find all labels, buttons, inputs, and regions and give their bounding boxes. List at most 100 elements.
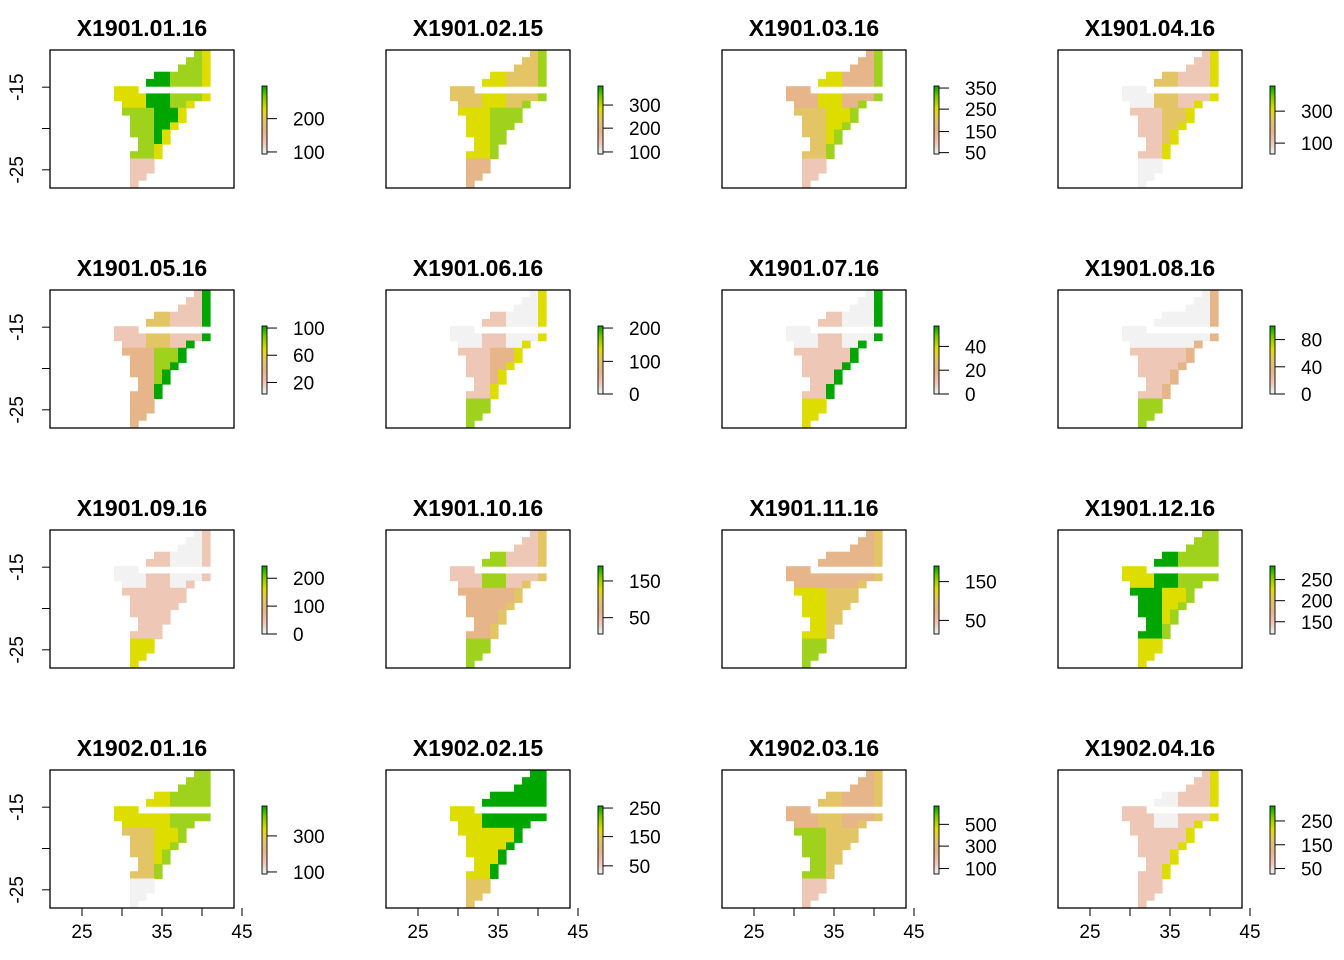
raster-cell [506, 362, 515, 371]
raster-cell [786, 806, 795, 814]
raster-cell [474, 398, 483, 407]
raster-cell [802, 347, 811, 356]
raster-cell [514, 64, 523, 73]
raster-cell [802, 405, 811, 414]
raster-cell [866, 558, 875, 567]
raster-cell [1202, 791, 1211, 800]
raster-cell [178, 558, 187, 567]
raster-cell [866, 93, 875, 102]
raster-cell [1146, 864, 1155, 872]
raster-cell [202, 64, 211, 73]
panel-title: X1902.04.16 [1085, 735, 1215, 761]
raster-cell [466, 566, 475, 574]
raster-cell [858, 813, 867, 822]
raster-cell [1146, 165, 1155, 174]
raster-cell [858, 297, 867, 305]
raster-cell [1170, 311, 1179, 320]
raster-cell [826, 813, 835, 822]
raster-cell [850, 580, 859, 589]
raster-cell [186, 57, 195, 65]
raster-cell [506, 827, 515, 836]
raster-cell [154, 384, 163, 392]
raster-cell [482, 355, 491, 363]
raster-cell [194, 71, 203, 80]
raster-cell [122, 100, 131, 109]
raster-cell [1162, 616, 1171, 625]
raster-cell [834, 587, 843, 596]
raster-cell [802, 326, 811, 334]
raster-cell [194, 290, 203, 298]
raster-cell [130, 580, 139, 589]
raster-cell [1162, 609, 1171, 618]
raster-cell [1138, 122, 1147, 131]
raster-cell [458, 566, 467, 574]
raster-cell [1186, 573, 1195, 582]
raster-cell [850, 813, 859, 822]
raster-cell [1162, 558, 1171, 567]
raster-cell [1130, 93, 1139, 102]
raster-cell [802, 849, 811, 858]
raster-cell [874, 57, 883, 65]
raster-cell [178, 827, 187, 836]
raster-cell [538, 530, 547, 538]
raster-cell [850, 115, 859, 123]
raster-cell [1146, 362, 1155, 371]
raster-cell [178, 835, 187, 843]
raster-cell [490, 333, 499, 342]
raster-cell [202, 530, 211, 538]
raster-cell [114, 813, 123, 822]
raster-cell [1154, 384, 1163, 392]
raster-cell [1146, 602, 1155, 611]
raster-cell [786, 86, 795, 94]
raster-cell [482, 835, 491, 843]
raster-cell [194, 93, 203, 102]
raster-cell [850, 107, 859, 116]
raster-cell [1162, 864, 1171, 872]
raster-cell [178, 355, 187, 363]
panel-frame [49, 289, 235, 429]
raster-cell [1162, 355, 1171, 363]
raster-cell [482, 376, 491, 385]
raster-cell [498, 122, 507, 131]
raster-cell [818, 558, 827, 567]
raster-cell [146, 609, 155, 618]
raster-cell [178, 100, 187, 109]
raster-cell [162, 93, 171, 102]
raster-cell [514, 551, 523, 560]
raster-cell [1178, 580, 1187, 589]
raster-cell [506, 558, 515, 567]
raster-cell [1186, 355, 1195, 363]
raster-cell [474, 100, 483, 109]
raster-cell [1194, 340, 1203, 349]
raster-cell [522, 57, 531, 65]
raster-cell [170, 100, 179, 109]
raster-cell [138, 813, 147, 822]
raster-cell [162, 362, 171, 371]
raster-cell [826, 355, 835, 363]
raster-cell [1162, 835, 1171, 843]
raster-cell [482, 878, 491, 887]
raster-cell [818, 856, 827, 865]
raster-cell [1202, 64, 1211, 73]
raster-cell [202, 537, 211, 545]
raster-cell [138, 355, 147, 363]
raster-cell [842, 587, 851, 596]
raster-cell [506, 813, 515, 822]
raster-cell [1202, 333, 1211, 342]
raster-cell [482, 369, 491, 378]
panel-frame [721, 289, 907, 429]
raster-cell [874, 784, 883, 793]
raster-cell [474, 122, 483, 131]
raster-cell [114, 86, 123, 94]
raster-cell [130, 892, 139, 901]
raster-cell [506, 573, 515, 582]
raster-cell [522, 777, 531, 785]
raster-cell [490, 558, 499, 567]
raster-cell [1138, 842, 1147, 851]
raster-cell [794, 347, 803, 356]
raster-cell [810, 107, 819, 116]
raster-cell [834, 849, 843, 858]
raster-cells [1122, 290, 1219, 428]
